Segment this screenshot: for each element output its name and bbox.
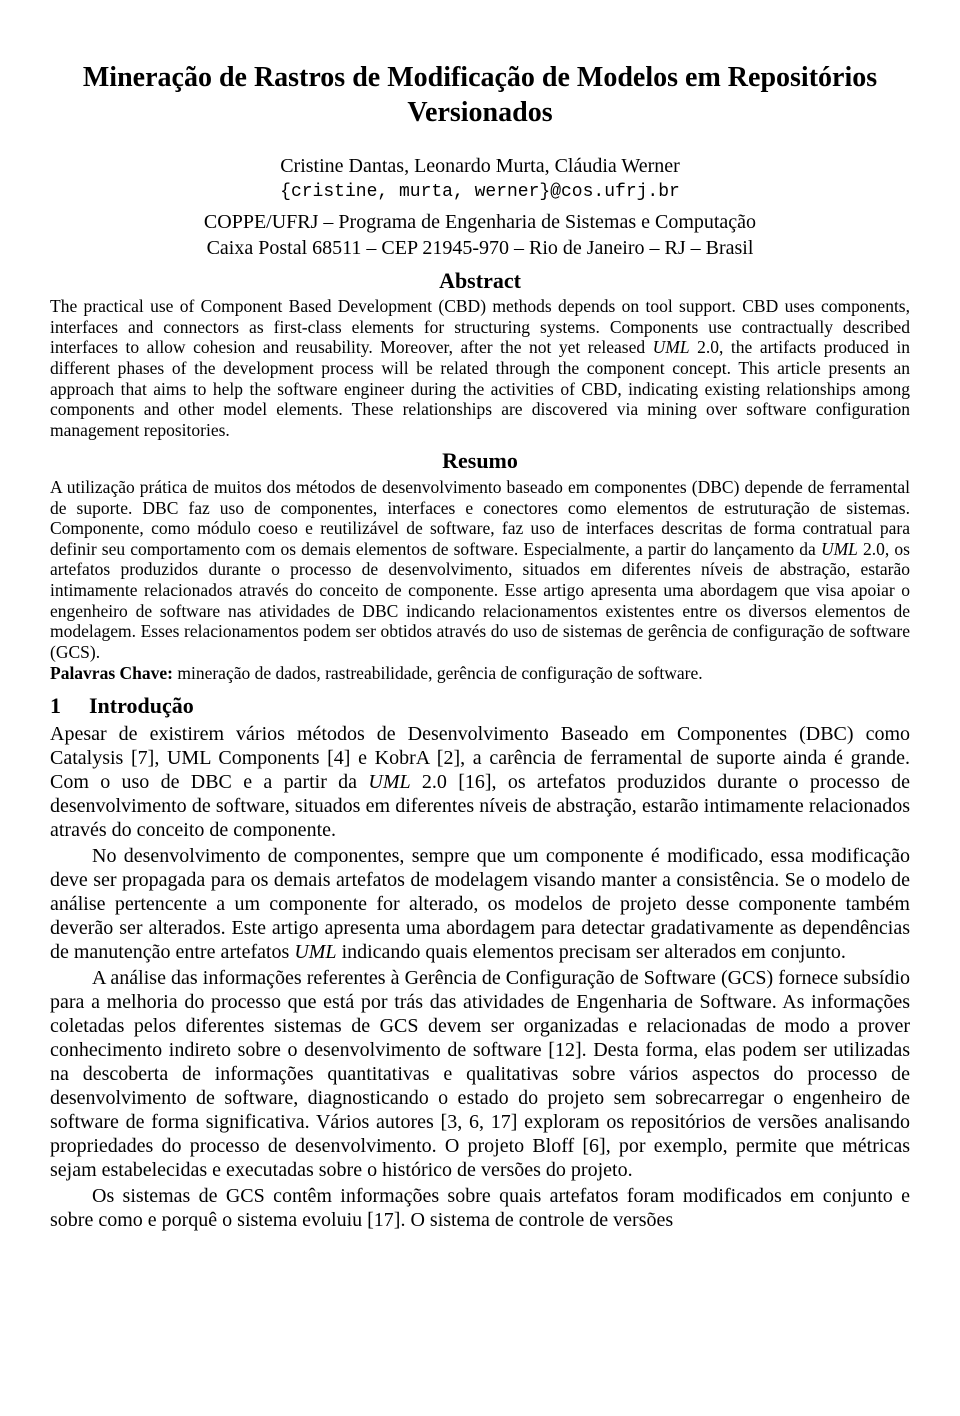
- keywords-line: Palavras Chave: mineração de dados, rast…: [50, 663, 910, 684]
- section-1-para-2: No desenvolvimento de componentes, sempr…: [50, 844, 910, 964]
- section-1-para-1: Apesar de existirem vários métodos de De…: [50, 722, 910, 842]
- affiliation-line-1: COPPE/UFRJ – Programa de Engenharia de S…: [50, 210, 910, 234]
- section-1-title: Introdução: [89, 693, 194, 718]
- paper-authors: Cristine Dantas, Leonardo Murta, Cláudia…: [50, 154, 910, 178]
- abstract-italic-uml: UML: [653, 337, 690, 357]
- keywords-text: mineração de dados, rastreabilidade, ger…: [177, 663, 702, 683]
- paper-emails: {cristine, murta, werner}@cos.ufrj.br: [50, 182, 910, 204]
- affiliation-line-2: Caixa Postal 68511 – CEP 21945-970 – Rio…: [50, 236, 910, 260]
- section-1-heading: 1 Introdução: [50, 693, 910, 719]
- abstract-heading: Abstract: [50, 268, 910, 294]
- section-1-number: 1: [50, 693, 61, 719]
- section-1-para-4: Os sistemas de GCS contêm informações so…: [50, 1184, 910, 1232]
- para2-part-2: indicando quais elementos precisam ser a…: [337, 941, 846, 963]
- para2-italic-uml: UML: [294, 941, 336, 963]
- para1-italic-uml: UML: [368, 771, 410, 793]
- resumo-part-1: A utilização prática de muitos dos métod…: [50, 477, 910, 559]
- section-1-para-3: A análise das informações referentes à G…: [50, 966, 910, 1182]
- resumo-italic-uml: UML: [821, 539, 858, 559]
- keywords-label: Palavras Chave:: [50, 663, 177, 683]
- paper-title: Mineração de Rastros de Modificação de M…: [50, 60, 910, 130]
- resumo-text: A utilização prática de muitos dos métod…: [50, 477, 910, 663]
- abstract-text: The practical use of Component Based Dev…: [50, 296, 910, 440]
- resumo-heading: Resumo: [50, 448, 910, 474]
